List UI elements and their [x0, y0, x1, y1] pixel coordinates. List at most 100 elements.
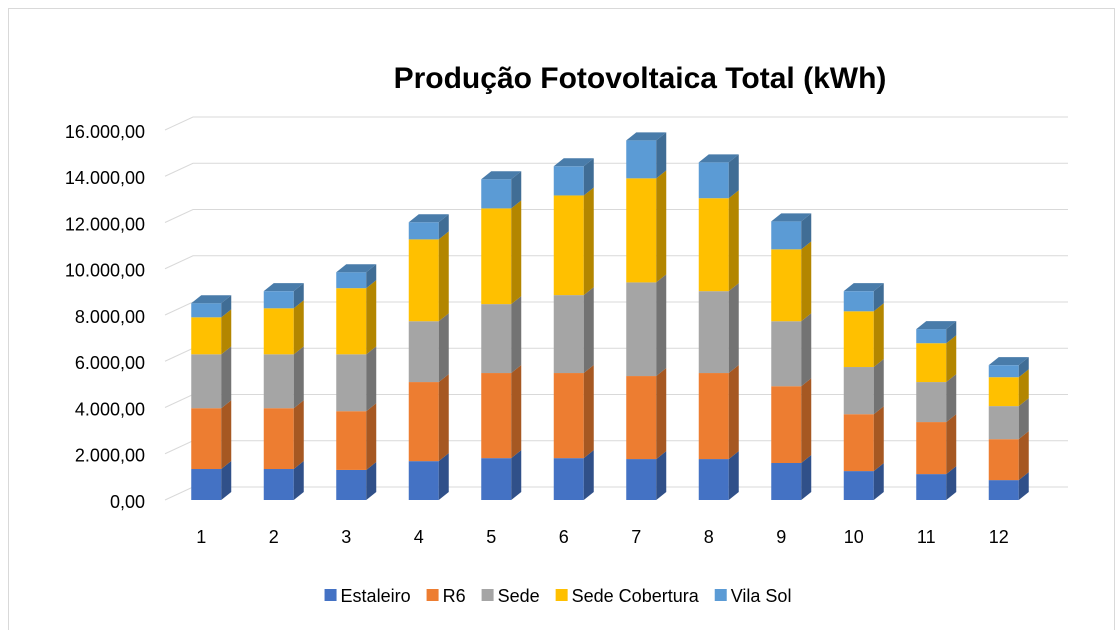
bar-segment	[191, 346, 232, 409]
bar-segment	[553, 450, 594, 500]
bar-segment	[191, 309, 232, 355]
bar-segment	[988, 398, 1029, 440]
x-tick-label: 6	[559, 527, 569, 547]
grid-line	[164, 209, 1068, 223]
bar-front	[626, 140, 657, 179]
bar-front	[481, 179, 512, 209]
bar-front	[698, 373, 729, 460]
bar-front	[191, 303, 222, 318]
bar-side	[583, 187, 594, 296]
bar-front	[336, 288, 367, 355]
bar-side	[221, 346, 232, 409]
bar-top	[191, 295, 232, 304]
bar-segment	[336, 346, 377, 412]
bar-segment	[626, 451, 667, 500]
bar-front	[408, 321, 439, 383]
bar-front	[553, 166, 584, 196]
bar-side	[728, 365, 739, 460]
bar-segment	[698, 154, 739, 199]
bar-front	[988, 480, 1019, 500]
grid-line	[164, 116, 1068, 131]
bar-segment	[771, 455, 812, 500]
bar-segment	[408, 313, 449, 383]
bar-front	[481, 208, 512, 305]
bar-front	[408, 461, 439, 500]
bar-front	[698, 291, 729, 374]
bar-side	[1018, 369, 1029, 407]
bar-side	[728, 283, 739, 374]
bar-front	[263, 291, 294, 309]
bar-segment	[916, 335, 957, 383]
bar-side	[438, 231, 449, 322]
bar-side	[873, 463, 884, 500]
bar-front	[336, 411, 367, 470]
legend-label: Vila Sol	[731, 586, 792, 606]
bar-side	[366, 280, 377, 355]
bar-side	[656, 368, 667, 460]
bar-segment	[408, 453, 449, 500]
bar-segment	[916, 414, 957, 475]
bar-front	[553, 458, 584, 500]
bar-segment	[771, 313, 812, 387]
bar-segment	[336, 280, 377, 355]
bar-front	[336, 272, 367, 289]
bar-top	[626, 132, 667, 141]
bar-front	[626, 376, 657, 460]
x-tick-label: 7	[631, 527, 641, 547]
bar-side	[1018, 431, 1029, 481]
bar-segment	[771, 241, 812, 322]
bar-side	[873, 406, 884, 472]
bar-top	[698, 154, 739, 163]
bar-side	[511, 171, 522, 209]
x-tick-label: 8	[704, 527, 714, 547]
y-tick-label: 16.000,00	[65, 122, 145, 142]
bar-segment	[988, 431, 1029, 481]
legend-label: Sede Cobertura	[572, 586, 700, 606]
bar-segment	[843, 359, 884, 415]
bar-segment	[263, 461, 304, 500]
y-tick-label: 6.000,00	[75, 353, 145, 373]
bar-front	[408, 382, 439, 462]
bar-segment	[626, 368, 667, 460]
bar-front	[843, 471, 874, 500]
legend-label: R6	[443, 586, 466, 606]
bar-side	[946, 374, 957, 423]
bar-side	[656, 274, 667, 377]
bar-side	[438, 214, 449, 240]
bar-segment	[843, 463, 884, 500]
bar-segment	[481, 450, 522, 500]
bar-segment	[698, 451, 739, 500]
bar-segment	[916, 466, 957, 500]
bar-front	[553, 295, 584, 374]
bar-segment	[263, 300, 304, 355]
bar-side	[366, 264, 377, 289]
bar-segment	[843, 283, 884, 312]
bar-side	[873, 283, 884, 312]
bar-front	[916, 422, 947, 475]
bar-side	[583, 287, 594, 374]
grid-line	[164, 162, 1068, 177]
bar-front	[771, 221, 802, 250]
bar-top	[263, 283, 304, 292]
bar-side	[728, 451, 739, 500]
bar-front	[698, 459, 729, 500]
bar-segment	[698, 365, 739, 460]
bar-side	[583, 365, 594, 459]
bar-side	[801, 241, 812, 322]
bar-segment	[916, 321, 957, 344]
x-tick-label: 1	[196, 527, 206, 547]
bar-side	[583, 450, 594, 500]
bar-front	[408, 239, 439, 322]
bar-front	[553, 373, 584, 459]
bar-segment	[408, 231, 449, 322]
bar-front	[263, 308, 294, 355]
bar-segment	[263, 400, 304, 470]
bar-front	[916, 382, 947, 423]
x-tick-label: 5	[486, 527, 496, 547]
bar-side	[366, 346, 377, 412]
x-tick-label: 4	[414, 527, 424, 547]
bar-side	[1018, 357, 1029, 378]
bar-top	[916, 321, 957, 330]
bar-side	[801, 213, 812, 250]
bar-segment	[553, 287, 594, 374]
